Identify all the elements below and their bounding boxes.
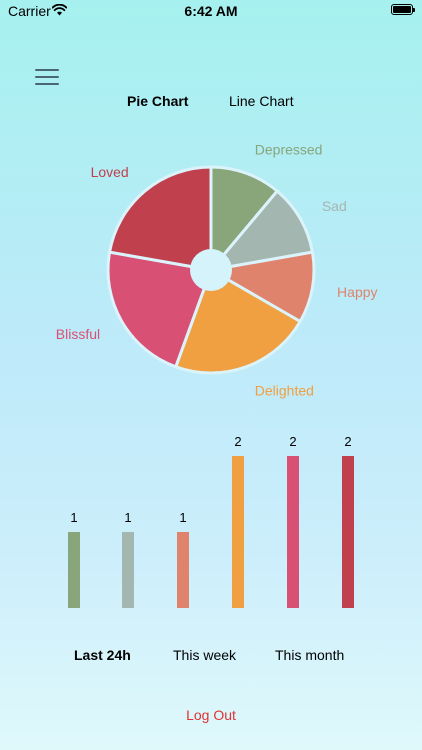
pie-label-depressed: Depressed xyxy=(255,142,323,158)
pie-slice-blissful xyxy=(106,250,214,369)
status-bar: Carrier 6:42 AM xyxy=(0,0,422,22)
bar-value-label-sad: 1 xyxy=(124,510,131,525)
pie-label-blissful: Blissful xyxy=(56,326,100,342)
mood-pie-chart: Depressed Sad Happy Delighted Blissful Loved xyxy=(56,142,378,399)
bar-blissful xyxy=(287,456,299,608)
wifi-icon xyxy=(52,4,67,16)
log-out-button[interactable]: Log Out xyxy=(186,707,236,723)
bar-happy xyxy=(177,532,189,608)
hamburger-menu-icon[interactable] xyxy=(35,67,59,87)
tab-line-chart[interactable]: Line Chart xyxy=(229,93,294,109)
mood-bar-chart: 1 1 1 2 2 2 xyxy=(68,434,354,608)
bar-value-label-delighted: 2 xyxy=(234,434,241,449)
pie-label-delighted: Delighted xyxy=(255,382,314,398)
status-time: 6:42 AM xyxy=(184,3,238,19)
pie-label-loved: Loved xyxy=(91,164,129,180)
pie-label-happy: Happy xyxy=(337,284,377,300)
bar-sad xyxy=(122,532,134,608)
bar-value-label-happy: 1 xyxy=(179,510,186,525)
bar-value-label-blissful: 2 xyxy=(289,434,296,449)
tab-this-week[interactable]: This week xyxy=(173,647,237,663)
pie-label-sad: Sad xyxy=(322,198,347,214)
pie-slice-delighted xyxy=(173,267,303,375)
tab-pie-chart[interactable]: Pie Chart xyxy=(127,93,189,109)
tab-last-24h[interactable]: Last 24h xyxy=(74,647,131,663)
pie-slice-loved xyxy=(107,165,213,272)
carrier-label: Carrier xyxy=(8,3,51,19)
pie-center-hole xyxy=(190,249,232,291)
tab-this-month[interactable]: This month xyxy=(275,647,345,663)
bar-delighted xyxy=(232,456,244,608)
bar-loved xyxy=(342,456,354,608)
bar-depressed xyxy=(68,532,80,608)
bar-value-label-depressed: 1 xyxy=(70,510,77,525)
battery-icon xyxy=(391,4,415,15)
bar-value-label-loved: 2 xyxy=(344,434,351,449)
